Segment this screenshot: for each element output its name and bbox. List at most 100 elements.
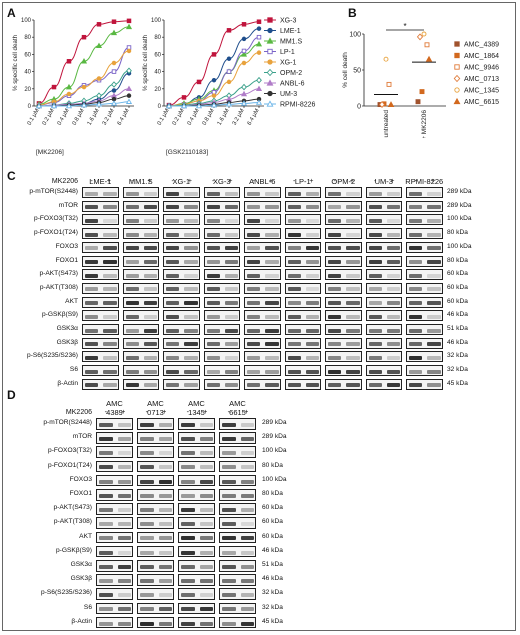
protein-band [117, 607, 131, 612]
blot-strip [284, 187, 321, 198]
blot-strip [137, 616, 174, 629]
protein-band [143, 218, 157, 223]
protein-band [305, 301, 319, 306]
protein-band [368, 301, 382, 306]
protein-band [85, 287, 99, 292]
data-point [416, 33, 424, 41]
blot-strip [244, 228, 281, 240]
blot-strip [284, 214, 321, 226]
data-point [241, 36, 247, 42]
lane-label-line1: AMC [188, 399, 205, 408]
blot-strip [82, 241, 119, 253]
protein-band [99, 479, 113, 484]
protein-band [117, 564, 131, 569]
data-point [50, 102, 58, 109]
protein-band [222, 593, 236, 598]
antibody-label: AKT [65, 297, 78, 305]
protein-band [140, 621, 154, 626]
protein-band [265, 314, 279, 319]
lane-label: OPM-2 [331, 177, 356, 186]
protein-band [265, 369, 279, 374]
blot-strip [203, 200, 240, 212]
protein-band [117, 507, 131, 512]
antibody-label: FOXO3 [55, 242, 78, 250]
protein-band [386, 260, 400, 264]
antibody-label: p-mTOR(S2448) [43, 419, 92, 426]
blot-strip [163, 282, 200, 294]
blot-strip [244, 378, 281, 390]
protein-band [206, 355, 220, 360]
blot-strip [96, 560, 133, 572]
blot-strip [365, 214, 402, 226]
blot-strip [203, 187, 240, 198]
blot-strip [82, 269, 119, 281]
antibody-label: GSK3α [56, 325, 78, 332]
blot-strip [178, 503, 215, 515]
protein-band [143, 369, 157, 374]
protein-band [222, 465, 236, 470]
antibody-label: mTOR [58, 201, 78, 209]
blot-strip [163, 187, 200, 198]
protein-band [184, 191, 198, 196]
protein-band [184, 383, 198, 388]
protein-band [103, 273, 117, 278]
blot-strip [96, 418, 133, 430]
blot-strip [122, 324, 159, 335]
protein-band [346, 273, 360, 278]
protein-band [199, 607, 213, 612]
protein-band [181, 564, 195, 569]
protein-band [143, 191, 157, 196]
x-tick-label: 0.2 μM [42, 108, 56, 127]
protein-band [328, 301, 342, 306]
blot-strip [365, 378, 402, 390]
protein-band [181, 607, 195, 612]
blot-strip [178, 489, 215, 501]
x-tick-label: 6.4 μM [117, 108, 131, 127]
blot-strip [163, 351, 200, 363]
blot-strip [122, 214, 159, 226]
x-tick-label: 3.2 μM [102, 108, 116, 127]
chart-primary-cells-death: 0 50 100 % cell death untreated + MK2206 * [342, 22, 446, 138]
protein-band [427, 273, 441, 278]
protein-band [247, 287, 261, 292]
blot-strip [284, 269, 321, 281]
x-tick-label: 0.4 μM [57, 108, 71, 127]
protein-band [158, 550, 172, 555]
blot-strip [137, 574, 174, 586]
protein-band [125, 314, 139, 319]
protein-band [346, 260, 360, 264]
blot-strip [178, 460, 215, 473]
protein-band [206, 369, 220, 374]
protein-band [368, 355, 382, 360]
protein-band [143, 287, 157, 292]
protein-band [409, 205, 423, 210]
blot-strip [244, 200, 281, 212]
antibody-label: S6 [83, 603, 92, 611]
protein-band [409, 287, 423, 292]
x-tick-label: 0.8 μM [72, 108, 86, 127]
blot-strip [178, 602, 215, 615]
protein-band [181, 451, 195, 456]
protein-band [181, 479, 195, 484]
protein-band [85, 355, 99, 360]
protein-band [346, 342, 360, 347]
treatment-minus: - [130, 178, 134, 185]
protein-band [427, 355, 441, 360]
data-point [419, 89, 425, 95]
protein-band [99, 578, 113, 583]
blot-strip [406, 241, 443, 253]
protein-band [427, 369, 441, 374]
blot-strip [203, 282, 240, 294]
blot-strip [203, 228, 240, 240]
protein-band [224, 328, 238, 333]
protein-band [166, 232, 180, 237]
blot-strip [122, 378, 159, 390]
legend-label: OPM-2 [280, 70, 302, 77]
protein-band [117, 593, 131, 598]
blot-strip [203, 324, 240, 335]
blot-strip [122, 310, 159, 322]
kda-label: 100 kDa [262, 475, 287, 483]
protein-band [85, 191, 99, 196]
data-point [96, 22, 102, 27]
protein-band [166, 273, 180, 278]
